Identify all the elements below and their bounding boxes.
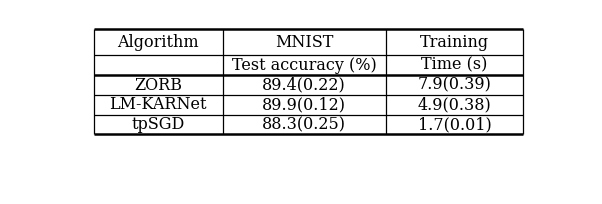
Text: 1.7(0.01): 1.7(0.01) — [418, 116, 491, 133]
Text: 4.9(0.38): 4.9(0.38) — [418, 96, 491, 113]
Text: 89.9(0.12): 89.9(0.12) — [262, 96, 346, 113]
Text: 88.3(0.25): 88.3(0.25) — [262, 116, 346, 133]
Text: ZORB: ZORB — [134, 77, 182, 94]
Text: Training: Training — [420, 34, 489, 51]
Text: Time (s): Time (s) — [421, 57, 488, 74]
Text: 7.9(0.39): 7.9(0.39) — [418, 77, 491, 94]
Text: Algorithm: Algorithm — [117, 34, 199, 51]
Text: 89.4(0.22): 89.4(0.22) — [262, 77, 346, 94]
Text: Test accuracy (%): Test accuracy (%) — [232, 57, 377, 74]
Text: LM-KARNet: LM-KARNet — [110, 96, 207, 113]
Text: MNIST: MNIST — [275, 34, 334, 51]
Text: tpSGD: tpSGD — [132, 116, 185, 133]
